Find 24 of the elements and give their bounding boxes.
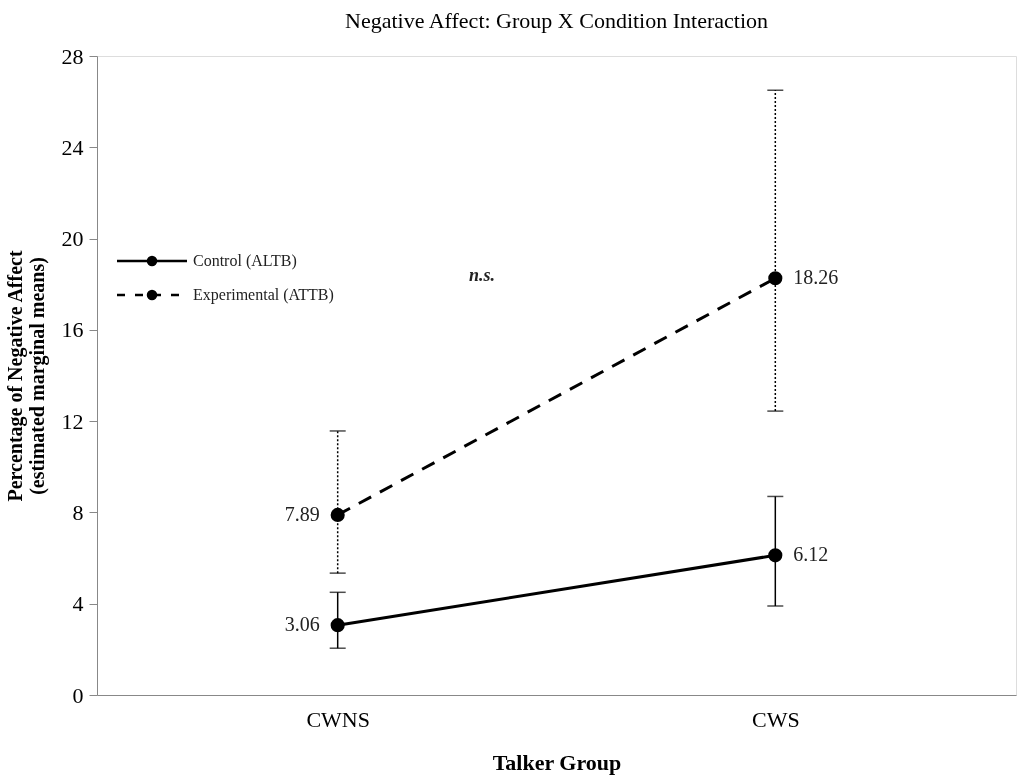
y-tick-label: 24 (61, 134, 84, 160)
y-axis-title: Percentage of Negative Affect (estimated marginal means) (3, 250, 49, 502)
y-tick-label: 8 (72, 499, 84, 525)
y-tick-label: 20 (61, 226, 84, 252)
point (330, 507, 345, 522)
point (768, 271, 783, 286)
point (768, 548, 783, 563)
point (330, 618, 345, 633)
data-label: 18.26 (793, 266, 839, 289)
y-tick-label: 12 (61, 408, 84, 434)
y-tick-label: 16 (61, 317, 84, 343)
x-tick-label: CWS (751, 706, 800, 732)
x-tick-label: CWNS (306, 706, 370, 732)
data-label: 6.12 (793, 543, 829, 566)
chart-title: Negative Affect: Group X Condition Interaction (345, 8, 768, 33)
data-label: 3.06 (284, 613, 320, 636)
x-axis-title: Talker Group (492, 749, 622, 775)
y-tick-label: 28 (61, 43, 84, 69)
y-tick-label: 0 (72, 682, 84, 708)
annotation: n.s. (468, 265, 496, 286)
y-tick-label: 4 (72, 591, 84, 617)
data-label: 7.89 (284, 502, 320, 525)
legend-label: Experimental (ATTB) (193, 286, 334, 304)
legend-label: Control (ALTB) (193, 252, 297, 270)
